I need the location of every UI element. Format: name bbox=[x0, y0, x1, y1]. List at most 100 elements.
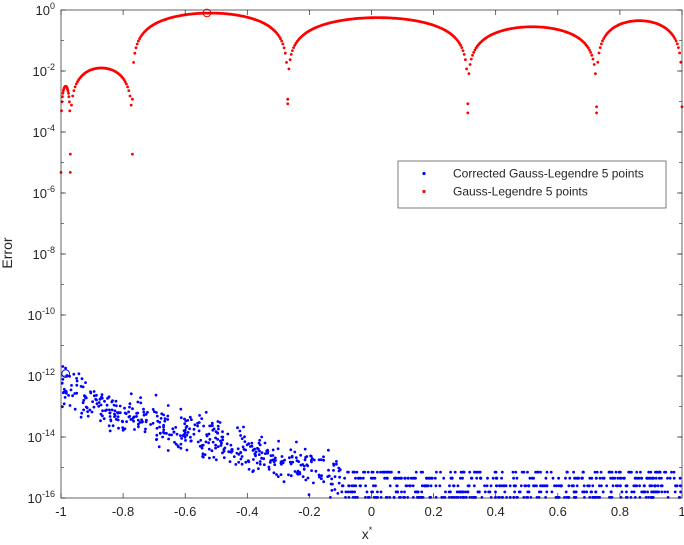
data-point-corrected bbox=[263, 441, 267, 445]
y-tick-label: 10-8 bbox=[33, 245, 55, 262]
data-point-corrected bbox=[190, 418, 193, 421]
data-point-corrected bbox=[526, 470, 529, 474]
data-point-corrected bbox=[181, 434, 185, 437]
data-point-corrected bbox=[573, 476, 576, 480]
data-point-corrected bbox=[70, 384, 73, 387]
data-point-corrected bbox=[110, 408, 114, 412]
data-point-corrected bbox=[657, 476, 661, 480]
data-point-corrected bbox=[388, 470, 392, 474]
data-point-corrected bbox=[260, 456, 263, 460]
data-point-corrected bbox=[331, 482, 334, 486]
data-point-corrected bbox=[557, 476, 560, 480]
data-point-corrected bbox=[105, 408, 108, 412]
data-point-corrected bbox=[673, 490, 677, 494]
data-point-corrected bbox=[301, 475, 305, 478]
data-point-corrected bbox=[368, 496, 371, 499]
data-point-corrected bbox=[609, 490, 613, 494]
data-point-gauss-legendre bbox=[679, 60, 683, 64]
data-point-corrected bbox=[567, 484, 571, 488]
data-point-corrected bbox=[434, 496, 438, 499]
data-point-corrected bbox=[177, 445, 180, 449]
data-point-corrected bbox=[322, 480, 326, 484]
data-point-corrected bbox=[136, 400, 140, 404]
series-gauss-legendre-points bbox=[59, 8, 684, 174]
data-point-corrected bbox=[495, 484, 499, 488]
data-point-gauss-legendre bbox=[597, 51, 601, 55]
data-point-gauss-legendre bbox=[125, 82, 128, 86]
data-point-gauss-legendre bbox=[601, 39, 604, 43]
data-point-corrected bbox=[591, 484, 595, 488]
data-point-gauss-legendre bbox=[466, 102, 470, 106]
data-point-corrected bbox=[327, 468, 330, 472]
data-point-corrected bbox=[216, 424, 220, 428]
data-point-corrected bbox=[568, 476, 572, 480]
data-point-corrected bbox=[574, 496, 578, 499]
data-point-corrected bbox=[287, 473, 290, 477]
data-point-corrected bbox=[582, 484, 586, 488]
data-point-gauss-legendre bbox=[279, 37, 282, 41]
data-point-corrected bbox=[155, 411, 158, 414]
data-point-corrected bbox=[620, 490, 624, 494]
data-point-corrected bbox=[583, 496, 586, 499]
data-point-gauss-legendre bbox=[467, 72, 471, 75]
data-point-corrected bbox=[416, 490, 420, 494]
data-point-corrected bbox=[639, 470, 642, 474]
data-point-corrected bbox=[75, 379, 79, 383]
data-point-corrected bbox=[236, 426, 239, 430]
data-point-corrected bbox=[161, 435, 165, 439]
data-point-gauss-legendre bbox=[471, 53, 474, 57]
data-point-corrected bbox=[299, 453, 303, 457]
data-point-corrected bbox=[115, 404, 118, 408]
data-point-gauss-legendre bbox=[591, 57, 595, 61]
x-axis-ticks: -1 -0.8 -0.6 -0.4 -0.2 0 0.2 0.4 0.6 0.8 1 bbox=[55, 10, 684, 519]
data-point-corrected bbox=[204, 410, 208, 414]
data-point-corrected bbox=[225, 442, 229, 446]
data-point-corrected bbox=[357, 476, 360, 480]
data-point-corrected bbox=[678, 476, 682, 480]
data-point-corrected bbox=[91, 400, 94, 403]
data-point-corrected bbox=[276, 447, 280, 451]
data-point-corrected bbox=[99, 403, 103, 407]
data-point-gauss-legendre bbox=[678, 51, 681, 55]
data-point-corrected bbox=[512, 496, 516, 499]
data-point-corrected bbox=[398, 496, 401, 499]
data-point-gauss-legendre bbox=[595, 105, 598, 109]
data-point-corrected bbox=[171, 427, 175, 431]
data-point-corrected bbox=[354, 476, 357, 480]
data-point-corrected bbox=[65, 391, 68, 395]
data-point-corrected bbox=[651, 496, 655, 499]
data-point-corrected bbox=[429, 484, 433, 488]
data-point-corrected bbox=[409, 476, 413, 480]
data-point-corrected bbox=[591, 496, 594, 499]
data-point-corrected bbox=[152, 410, 156, 413]
data-point-corrected bbox=[219, 439, 222, 443]
data-point-corrected bbox=[111, 399, 114, 403]
data-point-corrected bbox=[252, 458, 255, 461]
data-point-corrected bbox=[97, 404, 101, 408]
data-point-gauss-legendre bbox=[460, 46, 464, 49]
data-point-gauss-legendre bbox=[677, 46, 680, 49]
data-point-corrected bbox=[229, 443, 233, 447]
data-point-corrected bbox=[545, 490, 549, 494]
data-point-corrected bbox=[239, 434, 243, 437]
data-point-corrected bbox=[254, 450, 258, 454]
data-point-corrected bbox=[288, 456, 291, 460]
data-point-corrected bbox=[132, 419, 136, 423]
data-point-corrected bbox=[136, 411, 140, 415]
data-point-corrected bbox=[485, 484, 489, 488]
data-point-corrected bbox=[179, 446, 183, 450]
data-point-corrected bbox=[128, 415, 132, 418]
data-point-gauss-legendre bbox=[138, 37, 142, 41]
data-point-gauss-legendre bbox=[134, 46, 138, 50]
data-point-corrected bbox=[256, 446, 259, 450]
data-point-corrected bbox=[354, 496, 358, 499]
data-point-corrected bbox=[179, 434, 182, 437]
data-point-corrected bbox=[196, 440, 200, 444]
data-point-corrected bbox=[595, 476, 598, 480]
data-point-corrected bbox=[322, 455, 325, 459]
data-point-corrected bbox=[476, 490, 480, 494]
data-point-corrected bbox=[351, 470, 355, 474]
data-point-corrected bbox=[524, 484, 528, 488]
data-point-gauss-legendre bbox=[129, 103, 133, 107]
